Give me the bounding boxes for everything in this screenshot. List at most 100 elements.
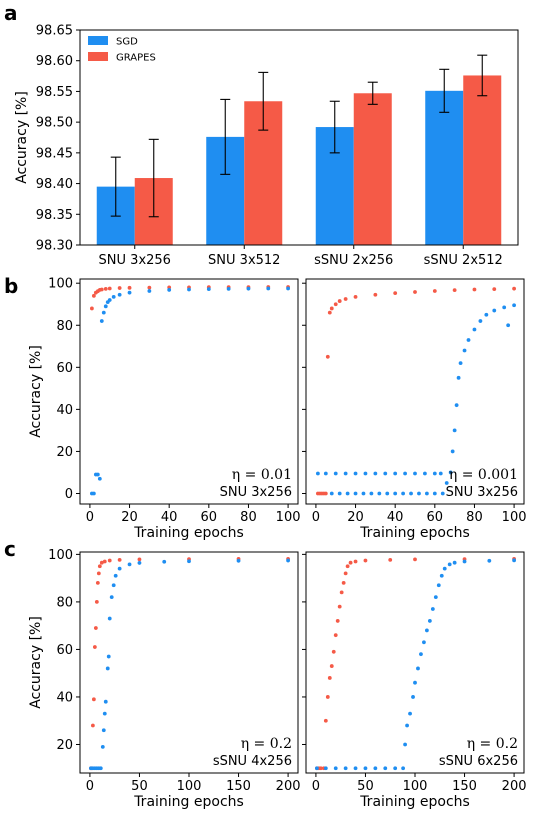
bar-grapes <box>463 75 502 245</box>
x-tick-label: 40 <box>161 510 178 525</box>
panel-letter-b: b <box>4 274 18 298</box>
bar-chart-a: 98.30 98.35 98.40 98.45 98.50 98.55 98.60 98.65… <box>14 24 519 268</box>
point-grapes <box>89 306 94 311</box>
point-sgd <box>236 558 241 563</box>
point-sgd <box>117 566 122 571</box>
point-sgd <box>401 766 406 771</box>
point-sgd <box>417 491 421 496</box>
x-axis-label: Training epochs <box>359 525 470 541</box>
point-sgd <box>439 573 444 578</box>
x-tick-label: SNU 3x256 <box>99 253 171 268</box>
point-grapes <box>341 580 346 585</box>
point-sgd <box>427 619 432 623</box>
point-grapes <box>103 286 108 291</box>
point-grapes <box>343 297 348 301</box>
x-tick-label: 40 <box>387 510 404 525</box>
point-sgd <box>411 695 415 699</box>
point-grapes <box>432 289 437 293</box>
point-grapes <box>99 560 104 565</box>
point-sgd <box>113 573 118 578</box>
point-grapes <box>91 293 96 298</box>
point-sgd <box>226 286 231 291</box>
point-sgd <box>385 491 390 496</box>
model-annotation: SNU 3x256 <box>220 485 292 500</box>
point-grapes <box>92 645 97 649</box>
point-sgd <box>286 286 290 291</box>
y-tick-label: 98.40 <box>36 177 73 192</box>
y-tick-label: 98.30 <box>36 239 73 254</box>
point-sgd <box>377 491 382 496</box>
point-sgd <box>103 699 108 704</box>
x-tick-label: 50 <box>357 779 374 794</box>
y-tick-label: 20 <box>56 445 73 460</box>
point-grapes <box>329 664 334 668</box>
point-grapes <box>333 302 338 307</box>
point-sgd <box>383 471 388 476</box>
point-sgd <box>246 286 251 291</box>
x-tick-label: 0 <box>312 779 320 794</box>
legend-label-grapes: GRAPES <box>116 53 156 64</box>
point-sgd <box>361 491 366 496</box>
model-annotation: SNU 3x256 <box>446 485 518 500</box>
point-sgd <box>393 766 398 771</box>
x-tick-label: 80 <box>240 510 257 525</box>
y-tick-label: 98.45 <box>36 146 73 161</box>
x-tick-label: 100 <box>177 779 202 794</box>
point-sgd <box>487 558 492 563</box>
point-sgd <box>97 476 102 481</box>
x-axis-label: Training epochs <box>359 794 470 810</box>
point-sgd <box>409 491 413 496</box>
point-sgd <box>101 310 106 315</box>
point-grapes <box>337 299 342 303</box>
point-grapes <box>117 557 122 562</box>
x-tick-label: 200 <box>276 779 301 794</box>
point-grapes <box>102 559 107 564</box>
eta-annotation: η = 0.2 <box>467 736 518 752</box>
point-grapes <box>137 557 142 562</box>
point-grapes <box>492 287 497 291</box>
point-sgd <box>432 491 437 496</box>
point-sgd <box>343 471 348 476</box>
point-sgd <box>436 583 441 588</box>
point-sgd <box>462 348 467 353</box>
point-sgd <box>353 491 358 496</box>
point-sgd <box>353 766 358 771</box>
point-grapes <box>95 580 100 585</box>
axes-frame <box>305 551 525 774</box>
y-tick-label: 98.60 <box>36 54 73 69</box>
point-sgd <box>484 312 489 317</box>
y-axis-label: Accuracy [%] <box>28 345 44 438</box>
point-sgd <box>440 491 445 496</box>
point-sgd <box>98 766 103 771</box>
axes-frame <box>79 551 299 774</box>
point-sgd <box>343 766 348 771</box>
point-sgd <box>403 471 407 476</box>
point-grapes <box>452 288 457 293</box>
point-grapes <box>339 590 344 595</box>
point-grapes <box>117 286 122 290</box>
point-sgd <box>187 559 191 564</box>
point-sgd <box>95 472 100 477</box>
point-grapes <box>94 600 99 604</box>
point-grapes <box>373 292 378 297</box>
x-tick-label: 20 <box>347 510 364 525</box>
y-tick-label: 98.35 <box>36 208 73 223</box>
point-sgd <box>430 607 435 611</box>
point-grapes <box>96 571 101 576</box>
point-sgd <box>345 491 350 496</box>
point-sgd <box>393 491 398 496</box>
x-tick-label: SNU 3x512 <box>208 253 280 268</box>
point-sgd <box>333 766 338 771</box>
eta-annotation: η = 0.001 <box>449 467 518 483</box>
eta-annotation: η = 0.2 <box>241 736 292 752</box>
y-tick-label: 98.65 <box>36 24 73 39</box>
point-grapes <box>91 697 96 702</box>
y-tick-label: 60 <box>56 361 73 376</box>
x-axis-label: Training epochs <box>133 794 244 810</box>
y-tick-label: 20 <box>56 738 73 753</box>
y-tick-label: 100 <box>48 548 73 563</box>
point-sgd <box>363 766 368 771</box>
point-grapes <box>331 649 336 654</box>
legend: SGD GRAPES <box>88 36 156 64</box>
